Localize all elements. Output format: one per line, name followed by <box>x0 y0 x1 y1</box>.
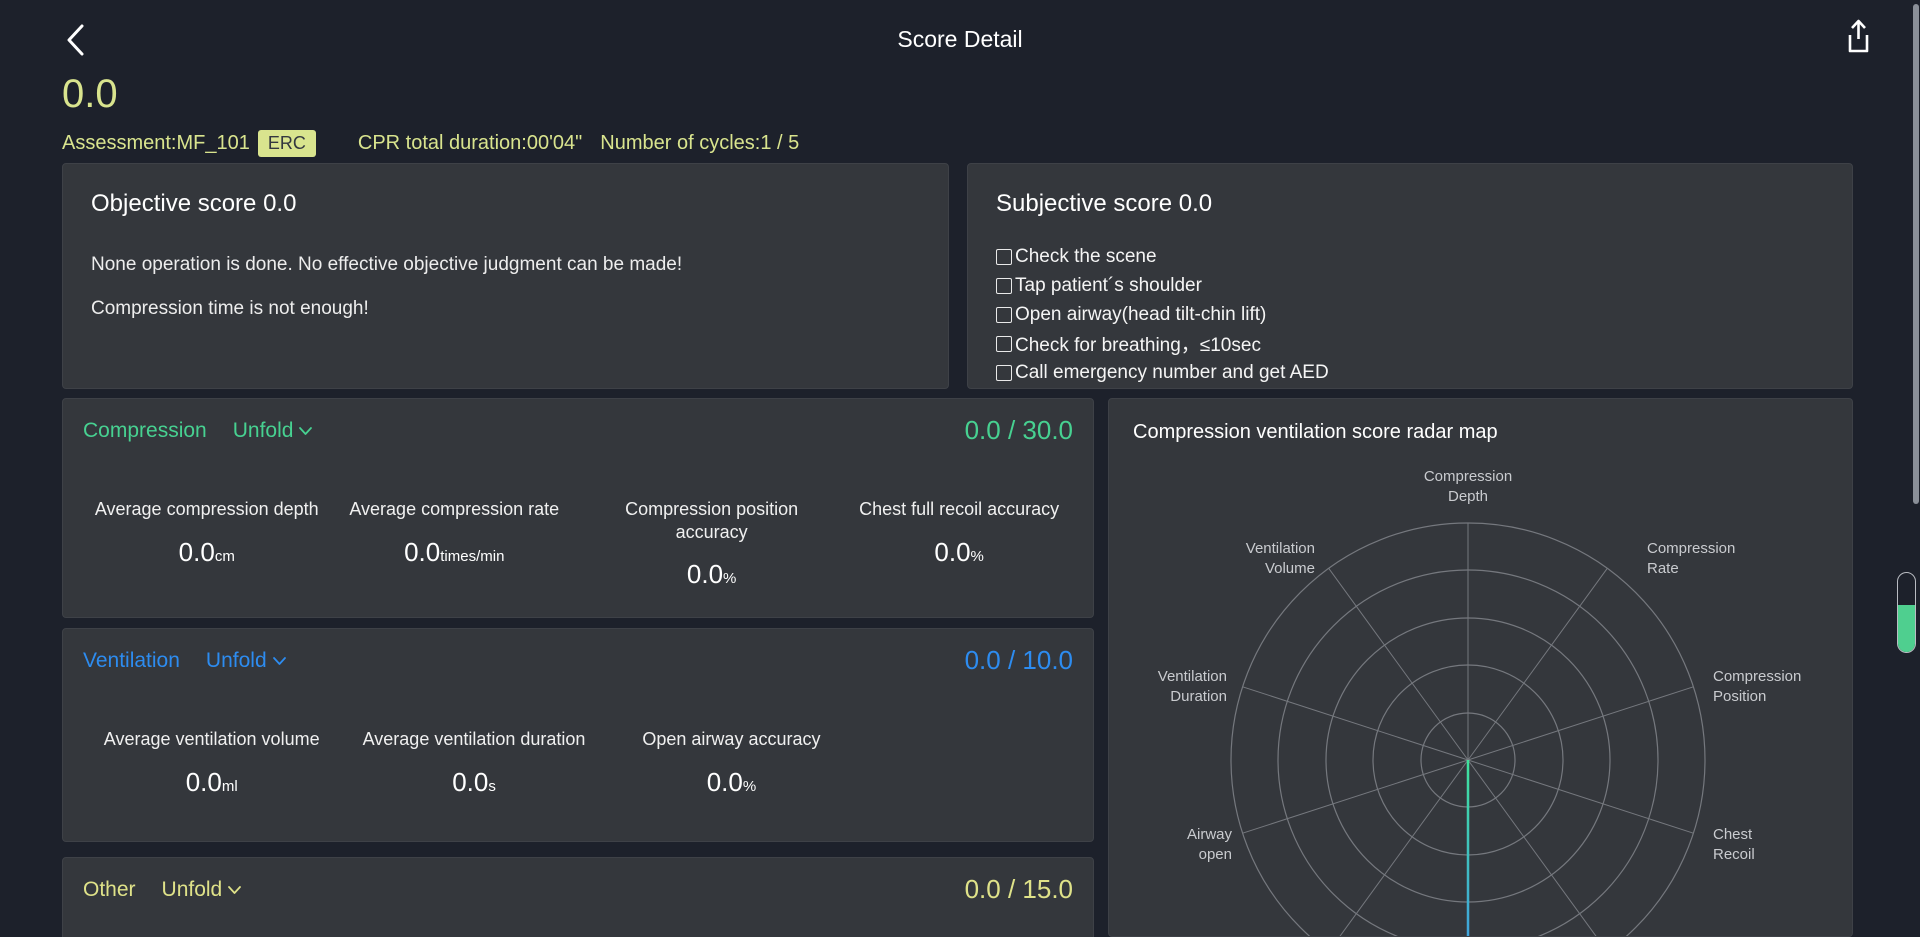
other-unfold-button[interactable]: Unfold <box>162 878 243 902</box>
checklist-item-label: Check the scene <box>1015 245 1157 267</box>
back-button[interactable] <box>60 20 94 60</box>
objective-message: None operation is done. No effective obj… <box>91 254 683 275</box>
checklist-item-label: Open airway(head tilt-chin lift) <box>1015 303 1267 325</box>
checkbox-open-airway[interactable] <box>996 306 1012 323</box>
checklist-item[interactable]: Check the scene <box>996 242 1824 271</box>
metric-label: Chest full recoil accuracy <box>859 499 1060 519</box>
metric-value: 0.0 <box>934 536 971 567</box>
cycle-count: Number of cycles:1 / 5 <box>600 131 800 154</box>
metric-unit: % <box>742 777 757 795</box>
radar-axis-compression-position: Compression Position <box>1713 668 1802 705</box>
chevron-left-icon <box>67 24 84 56</box>
subjective-score-panel: Subjective score 0.0 Check the scene Tap… <box>967 163 1853 389</box>
radar-axis-chest-recoil: Chest Recoil <box>1713 826 1755 863</box>
metric-value: 0.0 <box>178 536 215 567</box>
ventilation-section: Ventilation Unfold 0.0 / 10.0 Average ve… <box>62 628 1094 842</box>
radar-axis-compression-depth: Compression Depth <box>1423 468 1513 505</box>
radar-chart-panel: Compression ventilation score radar map <box>1108 398 1853 937</box>
other-section-title: Other <box>83 877 136 901</box>
metric-open-airway-accuracy: Open airway accuracy 0.0% <box>608 728 856 798</box>
metric-unit: s <box>488 777 496 795</box>
metric-label: Compression position accuracy <box>625 499 799 542</box>
chevron-down-icon <box>228 885 242 894</box>
checklist-item[interactable]: Tap patient´s shoulder <box>996 271 1824 300</box>
checklist-item[interactable]: Call emergency number and get AED <box>996 358 1824 387</box>
ventilation-section-title: Ventilation <box>83 648 180 672</box>
assessment-label: Assessment:MF_101 <box>62 131 250 154</box>
compression-section: Compression Unfold 0.0 / 30.0 Average co… <box>62 398 1094 618</box>
chevron-down-icon <box>272 656 286 665</box>
checklist-item[interactable]: Check for breathing，≤10sec <box>996 329 1824 358</box>
share-export-icon <box>1848 19 1869 53</box>
metric-value: 0.0 <box>686 559 724 589</box>
metric-label: Open airway accuracy <box>642 729 821 749</box>
level-indicator-fill <box>1898 605 1915 652</box>
metric-unit: ml <box>221 777 238 795</box>
metric-ventilation-volume: Average ventilation volume 0.0ml <box>83 728 340 798</box>
radar-axis-airway-open: Airway open <box>1186 826 1232 863</box>
other-section: Other Unfold 0.0 / 15.0 <box>62 857 1094 937</box>
metric-chest-recoil-accuracy: Chest full recoil accuracy 0.0% <box>845 498 1073 590</box>
checklist-item-label: Check for breathing，≤10sec <box>1015 335 1261 356</box>
metric-value: 0.0 <box>452 766 489 797</box>
compression-score: 0.0 / 30.0 <box>964 415 1073 445</box>
metric-unit: % <box>723 570 737 587</box>
metric-label: Average compression rate <box>349 499 560 519</box>
checklist-item[interactable]: Open airway(head tilt-chin lift) <box>996 300 1824 329</box>
metric-compression-rate: Average compression rate 0.0times/min <box>331 498 579 590</box>
metric-unit: times/min <box>440 547 505 565</box>
checkbox-tap-shoulder[interactable] <box>996 277 1012 294</box>
objective-message: Compression time is not enough! <box>91 298 369 319</box>
metric-ventilation-duration: Average ventilation duration 0.0s <box>340 728 607 798</box>
guideline-badge: ERC <box>257 129 316 157</box>
radar-chart-title: Compression ventilation score radar map <box>1133 421 1498 443</box>
unfold-label: Unfold <box>161 877 223 901</box>
unfold-label: Unfold <box>205 648 267 672</box>
ventilation-score: 0.0 / 10.0 <box>964 645 1073 675</box>
ventilation-unfold-button[interactable]: Unfold <box>206 649 287 673</box>
metric-value: 0.0 <box>706 766 743 797</box>
metric-unit: cm <box>214 547 235 565</box>
chevron-down-icon <box>299 426 313 435</box>
radar-chart <box>1230 522 1706 936</box>
checklist-item-label: Call emergency number and get AED <box>1015 361 1329 383</box>
subjective-checklist: Check the scene Tap patient´s shoulder O… <box>996 242 1824 387</box>
radar-axis-ventilation-volume: Ventilation Volume <box>1245 540 1315 577</box>
radar-axis-ventilation-duration: Ventilation Duration <box>1157 668 1227 705</box>
other-score: 0.0 / 15.0 <box>964 874 1073 904</box>
metric-compression-depth: Average compression depth 0.0cm <box>83 498 331 590</box>
radar-axis-compression-rate: Compression Rate <box>1647 540 1736 577</box>
objective-score-panel: Objective score 0.0 None operation is do… <box>62 163 949 389</box>
cpr-duration: CPR total duration:00'04" <box>357 131 583 154</box>
metric-unit: % <box>970 547 984 565</box>
checklist-item-label: Tap patient´s shoulder <box>1015 274 1202 296</box>
vertical-scrollbar-thumb[interactable] <box>1913 4 1919 504</box>
page-title: Score Detail <box>897 26 1023 52</box>
checkbox-check-breathing[interactable] <box>996 335 1012 352</box>
assessment-meta-row: Assessment:MF_101 ERC CPR total duration… <box>62 128 799 158</box>
metric-compression-position-accuracy: Compression position accuracy 0.0% <box>578 498 845 590</box>
metric-value: 0.0 <box>185 766 222 797</box>
compression-unfold-button[interactable]: Unfold <box>233 419 314 443</box>
unfold-label: Unfold <box>232 418 294 442</box>
compression-section-title: Compression <box>83 418 207 442</box>
share-button[interactable] <box>1838 16 1878 60</box>
metric-value: 0.0 <box>404 536 441 567</box>
metric-label: Average ventilation duration <box>362 729 586 749</box>
subjective-score-title: Subjective score 0.0 <box>996 190 1213 217</box>
objective-score-title: Objective score 0.0 <box>91 190 297 217</box>
metric-label: Average ventilation volume <box>103 729 320 749</box>
total-score: 0.0 <box>62 72 118 116</box>
checkbox-call-emergency[interactable] <box>996 364 1012 381</box>
checkbox-check-the-scene[interactable] <box>996 248 1012 265</box>
level-indicator <box>1897 572 1916 653</box>
metric-label: Average compression depth <box>94 499 319 519</box>
